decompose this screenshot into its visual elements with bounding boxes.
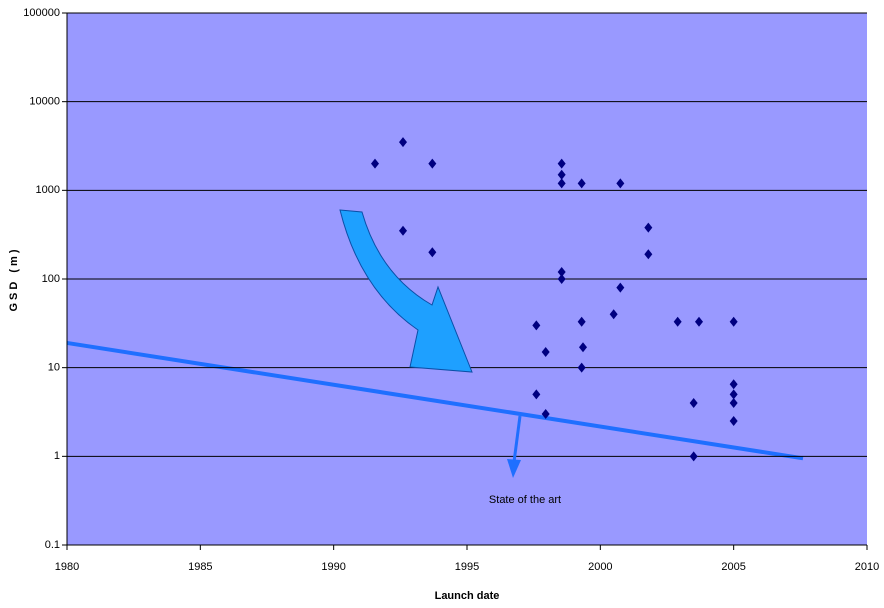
x-tick-label: 1995 <box>455 561 479 573</box>
point <box>609 309 618 320</box>
point <box>532 389 541 400</box>
annotation: State of the art <box>489 494 561 506</box>
point <box>644 249 653 260</box>
y-tick-label: 1 <box>54 450 60 462</box>
y-tick-label: 100000 <box>23 7 60 19</box>
point <box>371 158 379 169</box>
big-arrow <box>339 209 473 373</box>
point <box>689 451 698 462</box>
y-tick-label: 10000 <box>29 96 60 108</box>
x-tick-label: 1985 <box>188 561 212 573</box>
y-axis-title: GSD (m) <box>8 247 20 312</box>
point <box>616 282 625 293</box>
pointer-line <box>512 415 522 463</box>
point <box>557 178 566 189</box>
decorations <box>339 209 522 478</box>
x-tick-label: 2000 <box>588 561 612 573</box>
point <box>557 158 566 169</box>
point <box>729 397 738 408</box>
x-axis-title: Launch date <box>435 590 500 602</box>
point <box>695 316 703 327</box>
point <box>729 316 738 327</box>
pointer-head <box>507 459 521 478</box>
point <box>532 320 541 331</box>
point <box>577 178 586 189</box>
x-tick-label: 2010 <box>855 561 879 573</box>
point <box>729 389 738 400</box>
point <box>577 316 586 327</box>
trend-line <box>66 340 804 461</box>
point <box>644 222 653 233</box>
point <box>557 274 566 284</box>
point <box>557 266 566 277</box>
point <box>729 416 738 427</box>
point <box>673 316 682 327</box>
y-tick-label: 0.1 <box>45 539 60 551</box>
point <box>428 158 437 169</box>
point <box>729 379 738 390</box>
x-tick-label: 1990 <box>321 561 345 573</box>
point <box>579 342 587 353</box>
y-tick-label: 1000 <box>36 184 60 196</box>
point <box>428 247 437 258</box>
y-tick-label: 100 <box>42 273 60 285</box>
point <box>541 347 550 358</box>
point <box>616 178 625 189</box>
x-tick-label: 2005 <box>721 561 745 573</box>
point <box>399 137 407 148</box>
point <box>541 409 550 420</box>
point <box>689 397 698 408</box>
y-tick-label: 10 <box>48 362 60 374</box>
x-tick-label: 1980 <box>55 561 79 573</box>
point <box>399 225 407 236</box>
point <box>557 169 566 180</box>
point <box>577 362 586 373</box>
